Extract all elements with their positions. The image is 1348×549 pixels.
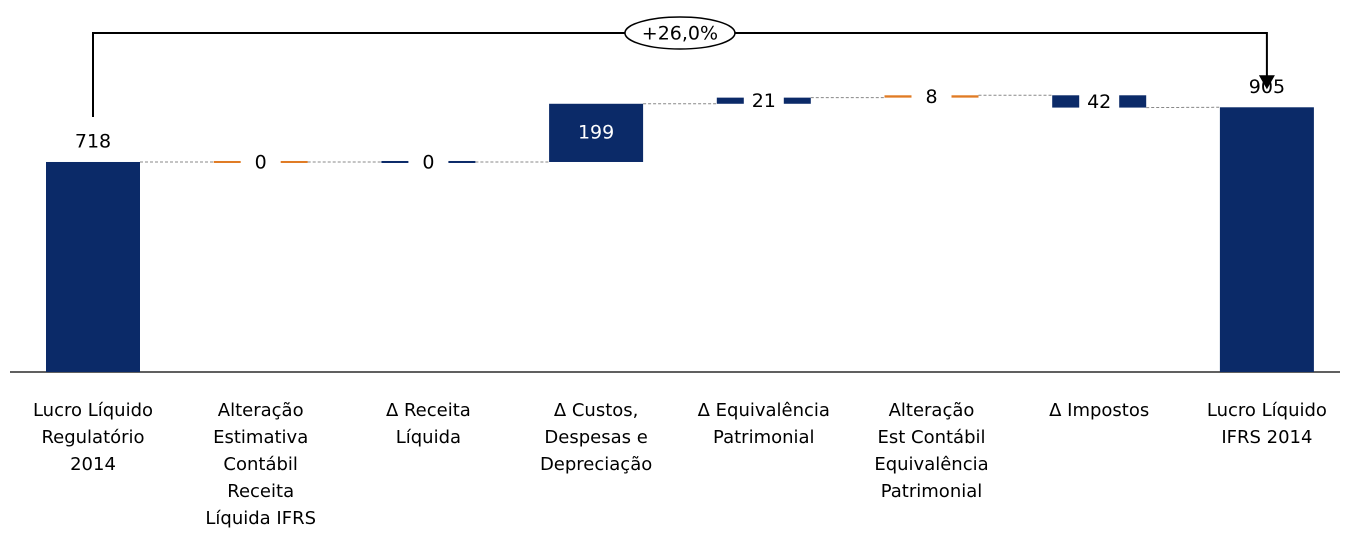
label-gap	[1079, 91, 1120, 112]
annotation: +26,0%	[642, 23, 718, 45]
label-gap	[240, 151, 281, 172]
value-label: 199	[578, 121, 614, 143]
value-label: 718	[75, 130, 111, 152]
x-tick-label: Alteração Est Contábil Equivalência Patr…	[874, 400, 989, 502]
value-label: 0	[422, 151, 434, 173]
label-gap	[911, 86, 952, 107]
x-tick-label: Δ Custos, Despesas e Depreciação	[539, 400, 653, 475]
x-tick-label: Δ Receita Líquida	[385, 400, 471, 448]
annotation-bubble	[624, 16, 736, 50]
value-label: 0	[255, 151, 267, 173]
bar	[549, 103, 644, 162]
x-tick-label: Δ Impostos	[1049, 400, 1150, 421]
x-tick-label: Lucro Líquido IFRS 2014	[1206, 400, 1327, 448]
label-gap	[743, 90, 784, 111]
value-label: 21	[752, 90, 776, 112]
arrow-head	[1258, 75, 1275, 90]
x-tick-label: Lucro Líquido Regulatório 2014	[32, 400, 154, 475]
bar	[46, 161, 140, 372]
label-gap	[408, 151, 449, 172]
x-tick-label: Δ Equivalência Patrimonial	[697, 400, 830, 448]
x-tick-label: Alteração Estimativa Contábil Receita Lí…	[205, 400, 316, 529]
value-label: 8	[925, 86, 937, 108]
bar	[1219, 107, 1314, 372]
value-label: 42	[1087, 91, 1111, 113]
